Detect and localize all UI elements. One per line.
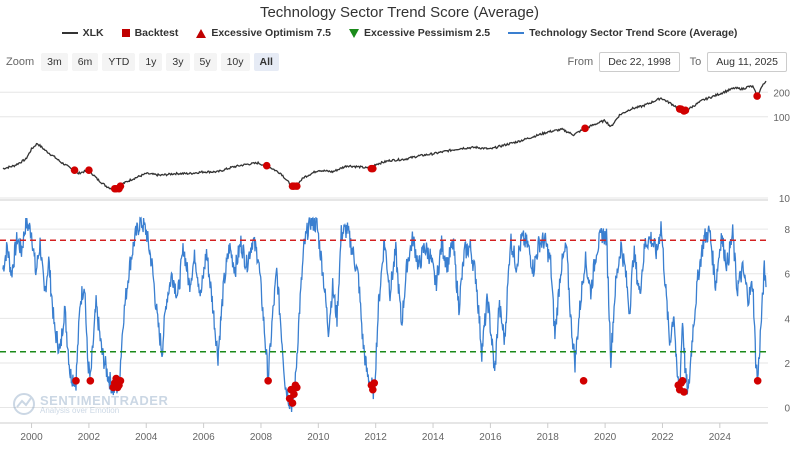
watermark-subtitle: Analysis over Emotion — [40, 405, 120, 415]
x-tick-label: 2010 — [307, 432, 330, 443]
x-tick-label: 2018 — [537, 432, 560, 443]
x-tick-label: 2000 — [20, 432, 43, 443]
x-tick-label: 2024 — [709, 432, 732, 443]
price-backtest-markers — [70, 92, 761, 193]
x-tick-label: 2014 — [422, 432, 445, 443]
price-grid — [0, 91, 768, 199]
x-axis: 2000 2002 2004 2006 2008 2010 2012 2014 2016 2018… — [20, 423, 731, 443]
zoom-button-3y[interactable]: 3y — [166, 53, 190, 71]
zoom-button-5y[interactable]: 5y — [193, 53, 217, 71]
legend: XLK Backtest Excessive Optimism 7.5 Exce… — [0, 27, 799, 39]
trend-backtest-markers — [72, 374, 762, 407]
zoom-button-ytd[interactable]: YTD — [102, 53, 136, 71]
legend-item-excessive-optimism[interactable]: Excessive Optimism 7.5 — [196, 27, 331, 39]
trend-y-tick-label: 0 — [784, 404, 790, 415]
zoom-toolbar: Zoom 3m 6m YTD 1y 3y 5y 10y All — [6, 52, 279, 72]
xlk-price-line — [2, 80, 767, 190]
trend-y-tick-label: 6 — [784, 270, 790, 281]
x-tick-label: 2004 — [135, 432, 158, 443]
legend-label: Technology Sector Trend Score (Average) — [529, 27, 738, 39]
backtest-marker — [293, 182, 301, 190]
backtest-marker — [86, 376, 95, 385]
zoom-button-3m[interactable]: 3m — [41, 53, 68, 71]
backtest-marker — [369, 164, 377, 173]
trend-y-tick-label: 8 — [784, 225, 790, 236]
x-tick-label: 2022 — [651, 432, 674, 443]
watermark-title: SENTIMENTRADER — [40, 392, 169, 408]
x-tick-label: 2012 — [365, 432, 388, 443]
trend-score-line — [2, 216, 767, 413]
legend-item-excessive-pessimism[interactable]: Excessive Pessimism 2.5 — [349, 27, 490, 39]
backtest-marker — [753, 376, 762, 385]
line-swatch-icon — [508, 32, 525, 34]
to-date-input[interactable]: Aug 11, 2025 — [707, 52, 787, 72]
trend-y-tick-label: 4 — [784, 314, 790, 325]
trend-y-axis: 0 2 4 6 8 — [784, 225, 790, 414]
zoom-label: Zoom — [6, 56, 35, 68]
square-marker-icon — [121, 29, 130, 37]
backtest-marker — [680, 388, 688, 396]
backtest-marker — [581, 124, 589, 133]
backtest-marker — [85, 166, 93, 174]
from-label: From — [567, 56, 594, 68]
date-range-selector: From Dec 22, 1998 To Aug 11, 2025 — [568, 52, 787, 72]
x-tick-label: 2002 — [78, 432, 101, 443]
backtest-marker — [579, 376, 588, 385]
price-y-tick-label: 10 — [779, 194, 791, 205]
zoom-button-10y[interactable]: 10y — [220, 53, 250, 71]
trend-grid — [0, 228, 768, 409]
chart-title: Technology Sector Trend Score (Average) — [259, 4, 540, 21]
legend-item-backtest[interactable]: Backtest — [121, 27, 179, 39]
backtest-marker — [370, 379, 379, 387]
legend-label: Excessive Pessimism 2.5 — [364, 27, 491, 39]
backtest-marker — [264, 376, 272, 385]
backtest-marker — [293, 383, 301, 392]
legend-item-xlk[interactable]: XLK — [61, 27, 104, 39]
legend-label: Excessive Optimism 7.5 — [211, 27, 331, 39]
to-label: To — [689, 56, 702, 68]
backtest-marker — [72, 376, 80, 385]
x-tick-label: 2006 — [192, 432, 215, 443]
watermark: SENTIMENTRADER Analysis over Emotion — [12, 392, 168, 416]
backtest-marker — [116, 376, 125, 385]
sentimentrader-logo-icon — [13, 393, 35, 415]
triangle-up-icon — [196, 28, 207, 38]
x-tick-label: 2008 — [250, 432, 273, 443]
triangle-down-icon — [349, 28, 359, 38]
legend-label: Backtest — [134, 27, 179, 39]
x-tick-label: 2016 — [479, 432, 502, 443]
price-y-axis: 10 100 200 — [773, 88, 790, 205]
trend-y-tick-label: 2 — [784, 359, 790, 370]
zoom-button-all[interactable]: All — [253, 53, 279, 71]
price-y-tick-label: 200 — [773, 88, 790, 99]
legend-item-trend-score[interactable]: Technology Sector Trend Score (Average) — [508, 27, 737, 39]
backtest-marker — [262, 161, 271, 170]
zoom-button-6m[interactable]: 6m — [71, 53, 99, 71]
legend-label: XLK — [82, 27, 104, 39]
x-tick-label: 2020 — [594, 432, 617, 443]
backtest-marker — [70, 166, 79, 174]
zoom-button-1y[interactable]: 1y — [139, 53, 163, 71]
backtest-marker — [681, 106, 690, 115]
backtest-marker — [369, 385, 377, 394]
from-date-input[interactable]: Dec 22, 1998 — [599, 52, 680, 72]
backtest-marker — [678, 376, 687, 385]
backtest-marker — [290, 390, 298, 398]
price-y-tick-label: 100 — [773, 113, 790, 124]
backtest-marker — [288, 399, 297, 407]
line-swatch-icon — [61, 32, 78, 34]
backtest-marker — [116, 182, 125, 190]
backtest-marker — [753, 92, 761, 100]
